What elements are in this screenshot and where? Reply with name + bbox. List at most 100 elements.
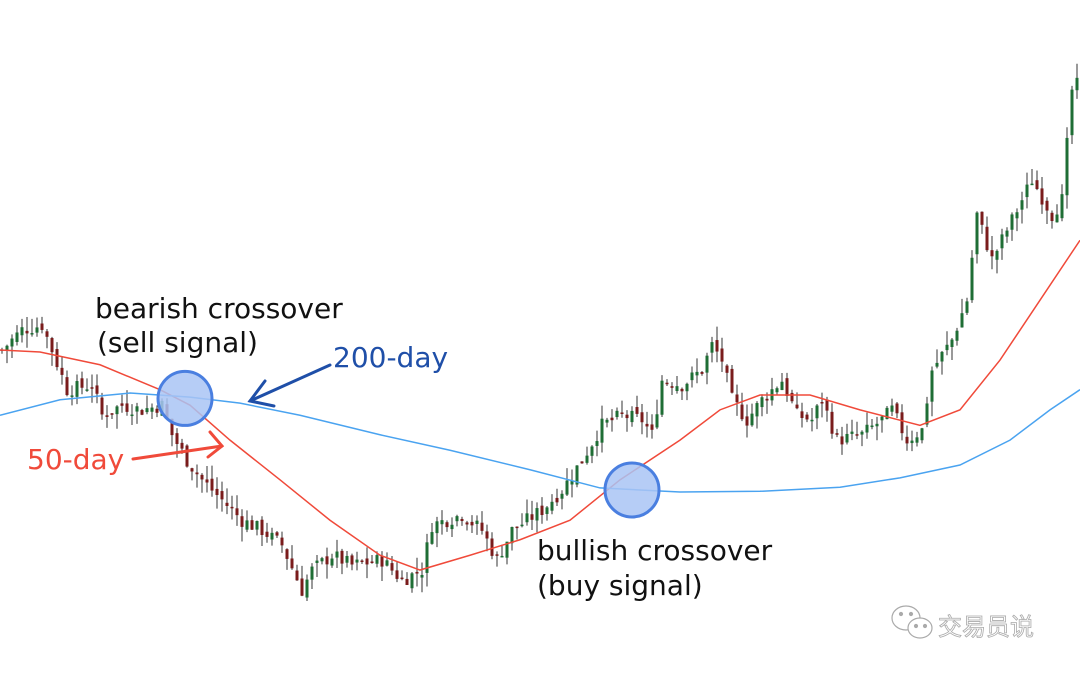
candle	[785, 372, 789, 402]
candle	[740, 392, 744, 422]
bearish-crossover-marker	[156, 369, 214, 427]
candle-body	[840, 436, 844, 445]
candle	[1075, 63, 1079, 99]
candle-body	[80, 378, 84, 388]
candle	[565, 468, 569, 497]
candle-body	[1040, 188, 1044, 205]
candle-body	[200, 474, 204, 480]
candle-body	[895, 403, 899, 414]
candle	[105, 405, 109, 428]
candle-body	[310, 566, 314, 580]
candle-body	[550, 501, 554, 511]
candle	[1025, 172, 1029, 209]
candle	[140, 408, 144, 416]
candle	[835, 428, 839, 438]
bearish-label-line1: bearish crossover	[95, 292, 343, 325]
candle	[595, 430, 599, 457]
candle	[130, 404, 134, 425]
candle-body	[1025, 184, 1029, 198]
candle-body	[530, 514, 534, 520]
candle-body	[980, 211, 984, 225]
candle	[970, 250, 974, 303]
candle	[540, 497, 544, 524]
candle-body	[735, 394, 739, 403]
candle-body	[95, 385, 99, 394]
crossover-markers	[156, 369, 661, 519]
candle	[310, 563, 314, 589]
candle-body	[245, 520, 249, 530]
candle	[675, 375, 679, 394]
candle	[230, 495, 234, 520]
candle	[890, 398, 894, 417]
candle	[430, 522, 434, 545]
candle-body	[10, 338, 14, 347]
candle	[750, 403, 754, 427]
candle	[460, 516, 464, 526]
candles-group	[0, 63, 1079, 601]
candle-body	[290, 558, 294, 569]
candle	[810, 407, 814, 432]
candle	[520, 513, 524, 528]
candle	[920, 427, 924, 444]
candle-body	[330, 558, 334, 566]
candle-body	[515, 526, 519, 529]
candle	[330, 553, 334, 568]
candle-body	[1000, 234, 1004, 249]
candle-body	[855, 434, 859, 436]
candle	[50, 336, 54, 366]
candle	[665, 379, 669, 386]
candle	[275, 531, 279, 539]
candle	[695, 358, 699, 384]
candle-body	[860, 431, 864, 435]
candle-body	[505, 541, 509, 558]
candle	[255, 520, 259, 536]
candle	[860, 430, 864, 447]
candle-body	[485, 531, 489, 539]
candle-body	[1035, 180, 1039, 190]
bearish-label-line2: (sell signal)	[97, 326, 258, 359]
candle	[85, 378, 89, 392]
candle-body	[445, 522, 449, 528]
candle-body	[235, 508, 239, 516]
candle	[90, 374, 94, 403]
candle	[135, 402, 139, 424]
candle	[215, 477, 219, 509]
candle-body	[810, 419, 814, 422]
candle-body	[1015, 212, 1019, 219]
candle	[735, 384, 739, 416]
candle	[300, 565, 304, 597]
candle-body	[690, 372, 694, 381]
candle-body	[740, 404, 744, 420]
candle-body	[730, 368, 734, 393]
candle-body	[450, 524, 454, 530]
candle-body	[910, 440, 914, 444]
candle-body	[15, 332, 19, 342]
candle-body	[455, 516, 459, 522]
candle-body	[460, 518, 464, 522]
candle	[955, 327, 959, 346]
candle	[15, 325, 19, 346]
candle-body	[580, 461, 584, 464]
candle	[280, 531, 284, 553]
candle-body	[590, 446, 594, 456]
candle-body	[960, 313, 964, 328]
candle	[575, 465, 579, 488]
candle	[760, 394, 764, 417]
candle	[115, 405, 119, 429]
candle	[125, 390, 129, 416]
candle-body	[685, 383, 689, 392]
candle-body	[375, 555, 379, 564]
candle	[395, 561, 399, 583]
candle	[185, 444, 189, 468]
candle	[355, 551, 359, 571]
candle	[260, 516, 264, 546]
candle	[815, 404, 819, 430]
candle-body	[115, 406, 119, 415]
candle-body	[965, 301, 969, 313]
candle	[30, 318, 34, 337]
candle-body	[30, 333, 34, 335]
candle	[305, 574, 309, 601]
candle	[745, 404, 749, 438]
candle-body	[575, 465, 579, 485]
